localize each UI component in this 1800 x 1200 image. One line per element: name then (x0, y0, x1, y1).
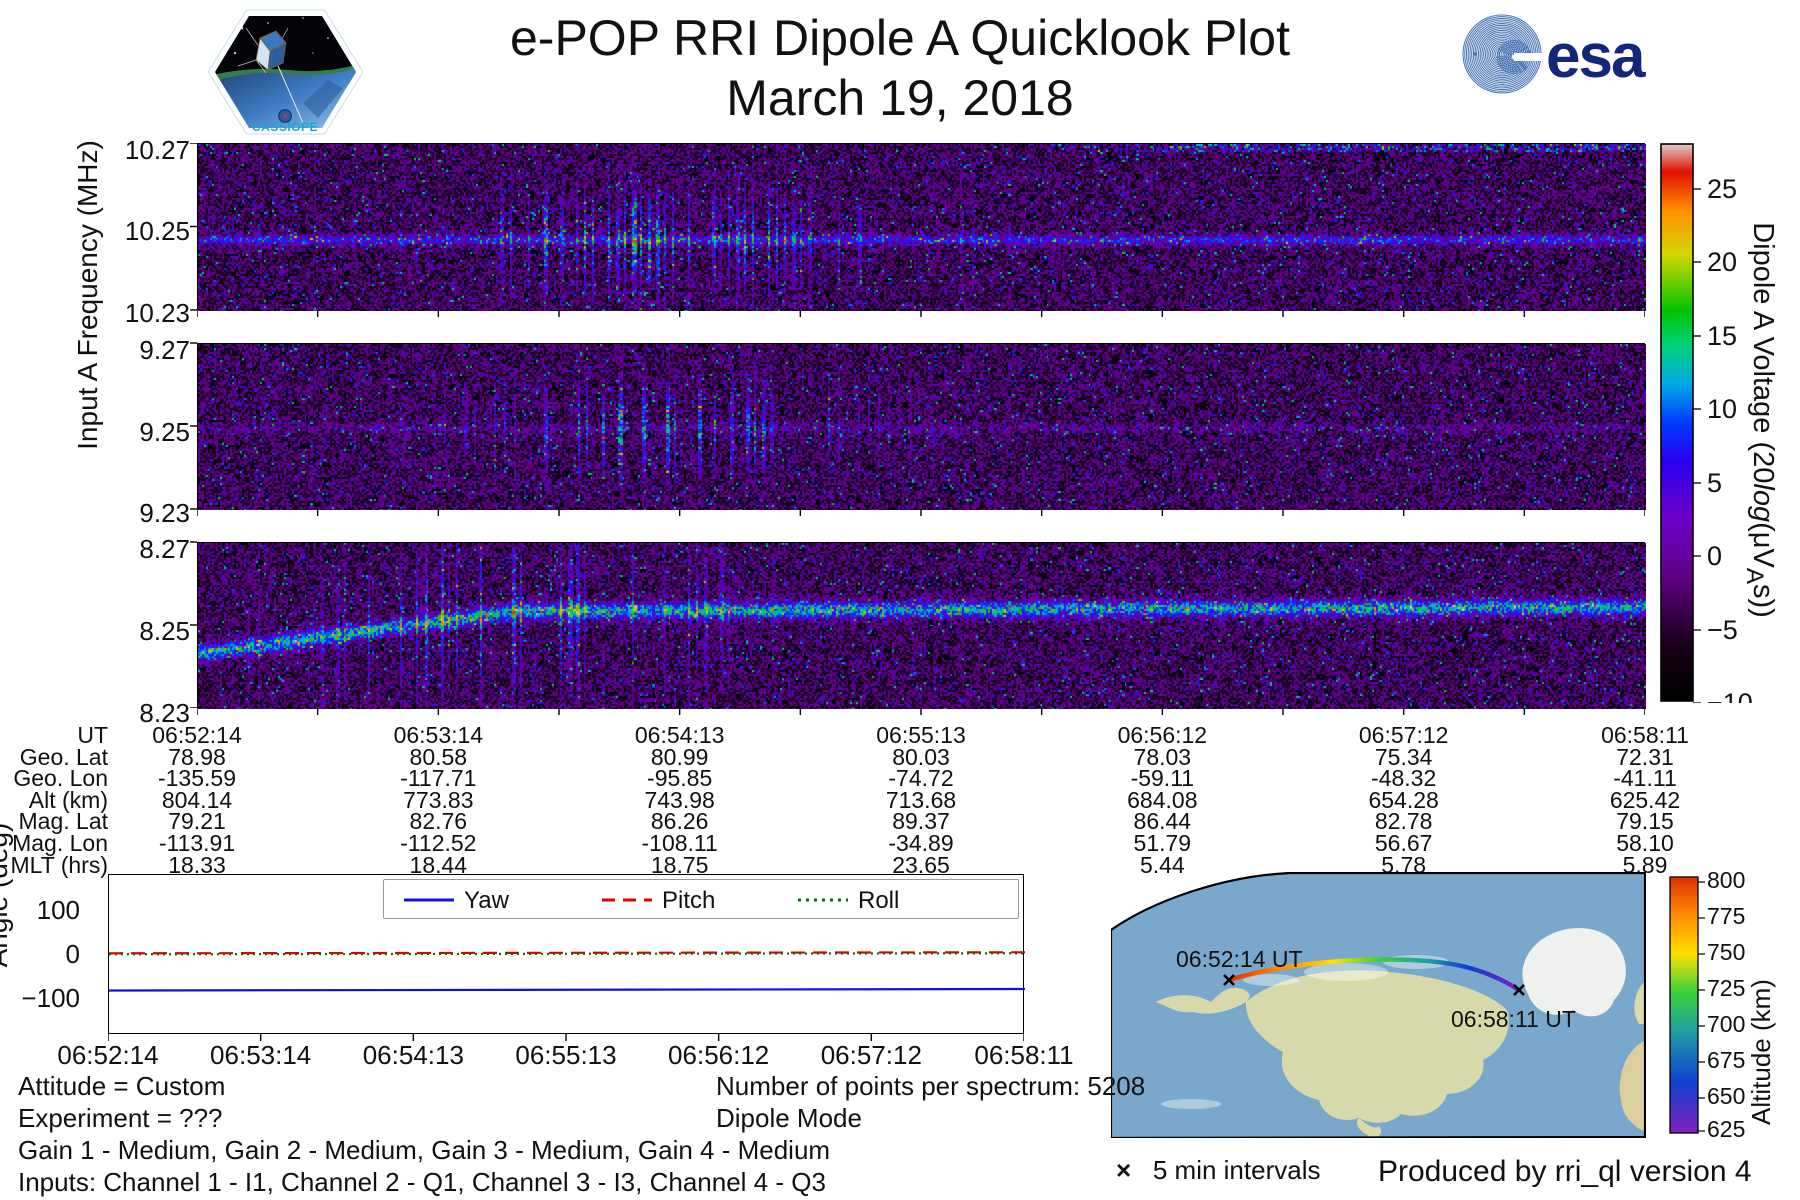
svg-text:725: 725 (1707, 975, 1745, 1001)
svg-text:750: 750 (1707, 939, 1745, 965)
svg-text:06:58:11 UT: 06:58:11 UT (1451, 1006, 1576, 1032)
svg-text:775: 775 (1707, 903, 1745, 929)
svg-text:800: 800 (1707, 872, 1745, 893)
svg-text:675: 675 (1707, 1047, 1745, 1073)
svg-text:5: 5 (1707, 468, 1722, 498)
svg-text:0: 0 (1707, 541, 1722, 571)
svg-text:Altitude (km): Altitude (km) (1746, 979, 1776, 1125)
svg-text:10: 10 (1707, 394, 1737, 424)
svg-text:25: 25 (1707, 174, 1737, 204)
svg-text:650: 650 (1707, 1083, 1745, 1109)
svg-text:15: 15 (1707, 321, 1737, 351)
svg-text:−5: −5 (1707, 615, 1738, 645)
svg-text:esa: esa (1546, 22, 1646, 91)
svg-text:−10: −10 (1707, 688, 1753, 703)
svg-text:700: 700 (1707, 1011, 1745, 1037)
svg-text:06:52:14 UT: 06:52:14 UT (1176, 946, 1303, 972)
svg-text:625: 625 (1707, 1116, 1745, 1138)
svg-text:20: 20 (1707, 247, 1737, 277)
